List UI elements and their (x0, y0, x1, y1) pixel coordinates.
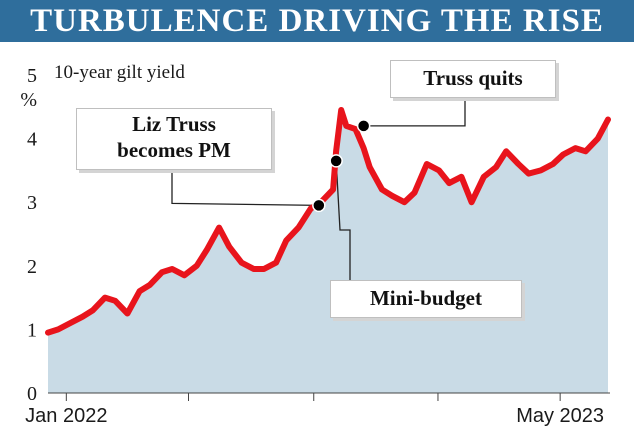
chart-title: TURBULENCE DRIVING THE RISE (30, 3, 604, 39)
callout-liz-truss-becomes-pm: Liz Truss becomes PM (76, 108, 272, 170)
yield-line (45, 107, 611, 336)
y-tick-label: 5 (27, 65, 37, 87)
leader-mini-budget (335, 160, 351, 280)
y-tick-label: 4 (27, 129, 37, 151)
x-tick-label: Jan 2022 (25, 405, 107, 427)
title-banner: TURBULENCE DRIVING THE RISE (0, 0, 634, 42)
callout-line-1: Liz Truss (132, 112, 216, 136)
leader-truss-quits (363, 96, 466, 127)
callout-line-1: Mini-budget (369, 286, 482, 310)
y-tick-label: 3 (27, 192, 37, 214)
y-unit-label: % (20, 89, 37, 111)
yield-area (48, 110, 608, 393)
y-tick-label: 2 (27, 256, 37, 278)
x-tick-label: May 2023 (516, 405, 604, 427)
callout-truss-quits: Truss quits (390, 60, 556, 98)
annotation-marker (312, 198, 326, 213)
y-tick-label: 1 (27, 319, 37, 341)
y-axis-title: 10-year gilt yield (54, 62, 185, 83)
callout-line-2: becomes PM (117, 138, 231, 162)
callout-line-1: Truss quits (423, 66, 523, 90)
callout-mini-budget: Mini-budget (330, 280, 522, 318)
y-tick-label: 0 (27, 383, 37, 405)
annotation-marker (329, 154, 343, 168)
annotation-marker (356, 119, 371, 133)
leader-liz-truss-becomes-pm (171, 166, 319, 207)
